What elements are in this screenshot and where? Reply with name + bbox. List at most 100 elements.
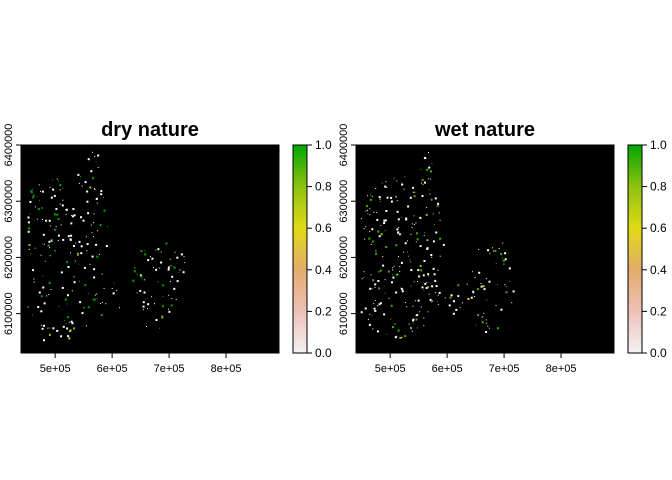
raster-cell — [448, 304, 451, 307]
raster-cell — [142, 301, 145, 304]
raster-cell — [95, 243, 98, 246]
raster-cell — [160, 251, 162, 253]
raster-cell — [171, 298, 173, 300]
raster-cells — [360, 152, 515, 339]
raster-cell — [417, 281, 418, 282]
raster-cell — [144, 253, 147, 256]
legend-tick-label: 1.0 — [650, 138, 667, 152]
raster-cell — [100, 314, 103, 317]
raster-cell — [41, 327, 44, 330]
raster-cell — [361, 278, 363, 280]
raster-cell — [133, 270, 136, 273]
raster-cell — [43, 339, 45, 342]
raster-cell — [70, 320, 73, 323]
raster-cell — [87, 212, 90, 215]
plot-border — [355, 144, 615, 354]
raster-cell — [395, 244, 398, 247]
raster-cell — [396, 335, 398, 337]
raster-cell — [27, 221, 30, 224]
raster-cell — [75, 242, 77, 244]
raster-cell — [31, 314, 33, 316]
y-tick-label: 6100000 — [3, 292, 15, 335]
raster-cell — [369, 313, 371, 315]
raster-cell — [363, 228, 365, 230]
raster-cell — [94, 294, 96, 296]
raster-cell — [96, 202, 98, 204]
raster-cell — [452, 312, 455, 315]
raster-cell — [379, 269, 382, 272]
raster-cell — [65, 208, 68, 211]
raster-cell — [168, 294, 170, 296]
raster-cell — [412, 322, 414, 324]
raster-cell — [49, 327, 51, 329]
raster-cell — [151, 296, 152, 298]
raster-cell — [169, 281, 171, 283]
legend-tick-label: 1.0 — [315, 138, 332, 152]
raster-cell — [511, 302, 513, 304]
raster-cell — [79, 280, 80, 282]
raster-cell — [146, 326, 147, 327]
raster-cell — [73, 276, 75, 278]
raster-cell — [450, 294, 453, 297]
raster-cell — [475, 324, 477, 326]
raster-cell — [67, 266, 70, 268]
raster-cell — [136, 292, 138, 294]
raster-cell — [428, 275, 430, 277]
raster-cell — [171, 275, 174, 278]
raster-cell — [427, 178, 429, 180]
raster-cell — [176, 256, 179, 259]
raster-cell — [56, 329, 59, 332]
raster-cell — [494, 249, 497, 252]
raster-cell — [179, 269, 181, 271]
raster-cell — [377, 280, 380, 282]
raster-cell — [153, 267, 155, 269]
raster-cell — [397, 329, 400, 332]
raster-cell — [432, 267, 435, 270]
raster-cell — [467, 298, 470, 300]
raster-cell — [413, 215, 415, 217]
raster-cell — [54, 250, 56, 252]
raster-cell — [378, 235, 381, 238]
raster-cell — [386, 186, 388, 188]
raster-cell — [432, 300, 433, 302]
raster-cell — [404, 176, 406, 178]
raster-cell — [426, 168, 429, 171]
raster-cell — [418, 275, 421, 278]
raster-cell — [178, 271, 180, 273]
raster-cell — [80, 176, 81, 177]
raster-cell — [154, 303, 155, 305]
raster-cell — [425, 287, 428, 289]
raster-cell — [470, 296, 473, 299]
raster-cell — [391, 326, 394, 328]
raster-cell — [400, 234, 401, 236]
raster-cell — [367, 209, 368, 211]
legend-tick-label: 0.0 — [650, 346, 667, 360]
raster-cell — [410, 261, 412, 263]
raster-cell — [80, 252, 83, 255]
raster-cell — [369, 214, 371, 216]
raster-cell — [421, 286, 424, 289]
y-tick-label: 6300000 — [338, 180, 350, 223]
raster-cell — [444, 297, 446, 299]
raster-cell — [58, 306, 60, 307]
raster-cell — [27, 216, 30, 219]
raster-cell — [423, 289, 425, 291]
raster-cell — [161, 316, 164, 319]
raster-cell — [406, 306, 408, 308]
raster-cell — [428, 152, 429, 153]
raster-cell — [94, 189, 96, 190]
raster-cell — [404, 302, 406, 303]
raster-cell — [90, 224, 92, 226]
raster-cell — [392, 267, 394, 269]
raster-cell — [47, 327, 49, 329]
raster-cell — [145, 298, 147, 300]
raster-cell — [73, 327, 76, 330]
raster-cell — [107, 226, 108, 227]
legend-tick-label: 0.2 — [315, 304, 332, 318]
raster-cell — [182, 271, 185, 274]
raster-cell — [474, 276, 476, 278]
raster-cell — [142, 305, 145, 308]
raster-cell — [439, 237, 442, 240]
raster-cell — [165, 242, 168, 245]
raster-cell — [485, 278, 487, 280]
